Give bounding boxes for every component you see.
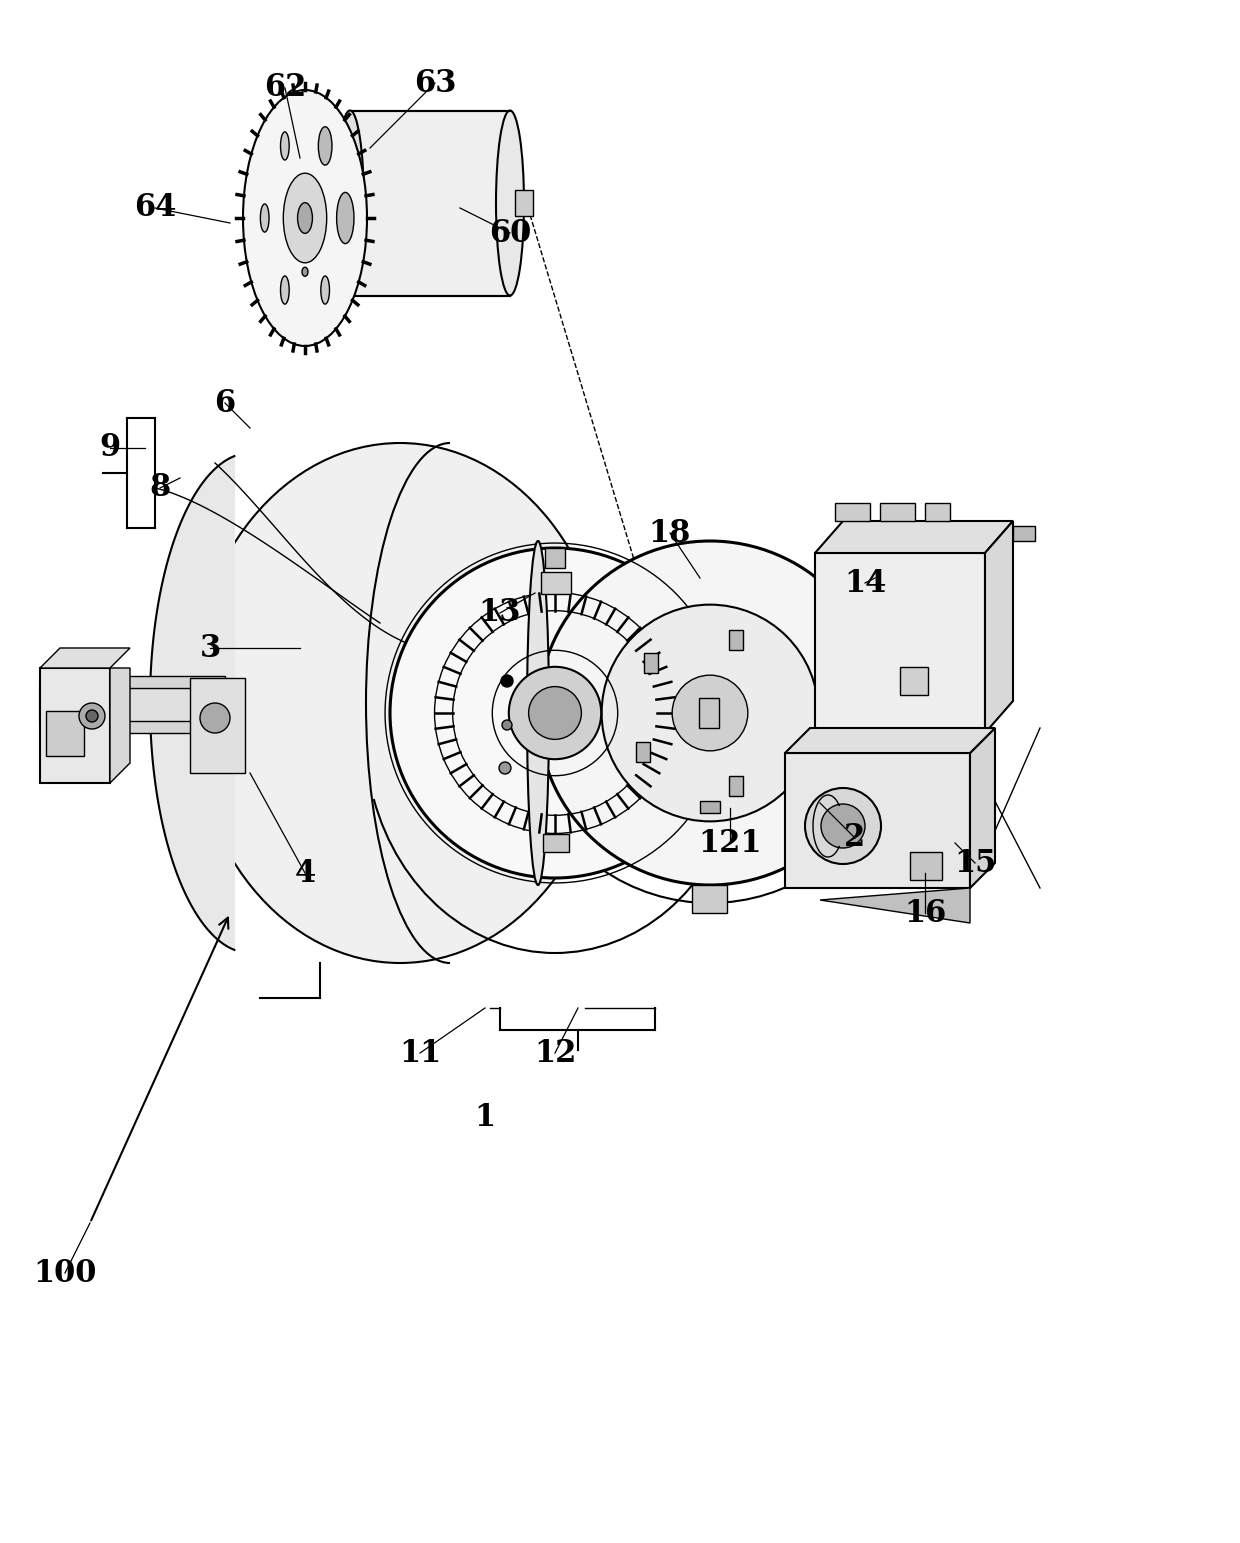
Text: 4: 4 [294,858,316,889]
Bar [785,753,970,889]
Bar [40,688,224,724]
Ellipse shape [321,276,330,304]
Text: 12: 12 [533,1037,577,1068]
Polygon shape [985,522,1013,733]
Text: 14: 14 [843,568,887,599]
Circle shape [502,721,512,730]
Bar [515,190,533,216]
Circle shape [508,667,601,759]
Circle shape [498,762,511,775]
Polygon shape [150,457,234,950]
Ellipse shape [496,111,525,296]
Ellipse shape [190,443,610,963]
Polygon shape [970,728,994,889]
Text: 11: 11 [399,1037,441,1068]
Bar [644,653,657,673]
Circle shape [538,542,882,886]
Ellipse shape [280,276,289,304]
Text: 16: 16 [904,898,946,929]
Ellipse shape [527,542,549,886]
Bar [543,833,569,852]
Circle shape [501,674,513,687]
Ellipse shape [280,131,289,160]
Ellipse shape [319,127,332,165]
Ellipse shape [336,111,365,296]
Bar [40,668,110,782]
Bar [692,886,727,913]
Circle shape [672,676,748,751]
Text: 100: 100 [33,1258,97,1288]
Text: 15: 15 [954,847,996,878]
Circle shape [79,704,105,728]
Ellipse shape [298,202,312,233]
Bar [350,111,510,296]
Text: 8: 8 [149,472,171,503]
Bar [541,572,570,594]
Text: 64: 64 [134,193,176,224]
Polygon shape [785,728,994,753]
Text: 3: 3 [200,633,221,663]
Bar [910,852,942,880]
Bar [698,697,718,728]
Bar [701,801,720,813]
Bar [1013,526,1035,542]
Bar [925,503,950,522]
Circle shape [86,710,98,722]
Circle shape [821,804,866,849]
Circle shape [805,788,880,864]
Text: 2: 2 [844,822,866,853]
Text: 18: 18 [649,517,691,548]
Ellipse shape [870,542,893,886]
Circle shape [601,605,818,821]
Bar [40,676,224,688]
Bar [40,721,224,733]
Ellipse shape [336,193,353,244]
Text: 1: 1 [475,1103,496,1134]
Text: 60: 60 [489,218,531,248]
Bar [880,503,915,522]
Circle shape [200,704,229,733]
Ellipse shape [243,89,367,346]
Text: 9: 9 [99,432,120,463]
Ellipse shape [260,204,269,231]
Bar [190,677,246,773]
Polygon shape [815,522,1013,552]
Polygon shape [820,889,970,923]
Bar [729,630,744,650]
Circle shape [528,687,582,739]
Ellipse shape [303,267,308,276]
Bar [900,667,928,694]
Ellipse shape [283,173,326,262]
Text: 62: 62 [264,73,306,103]
Bar [729,776,744,796]
Bar [46,711,84,756]
Text: 6: 6 [215,387,236,418]
Bar [815,552,985,733]
Text: 13: 13 [479,597,521,628]
Bar [546,548,565,568]
Text: 63: 63 [414,68,456,99]
Bar [636,742,650,762]
Circle shape [391,548,720,878]
Polygon shape [40,648,130,668]
Text: 121: 121 [698,827,761,858]
Bar [835,503,870,522]
Polygon shape [110,668,130,782]
